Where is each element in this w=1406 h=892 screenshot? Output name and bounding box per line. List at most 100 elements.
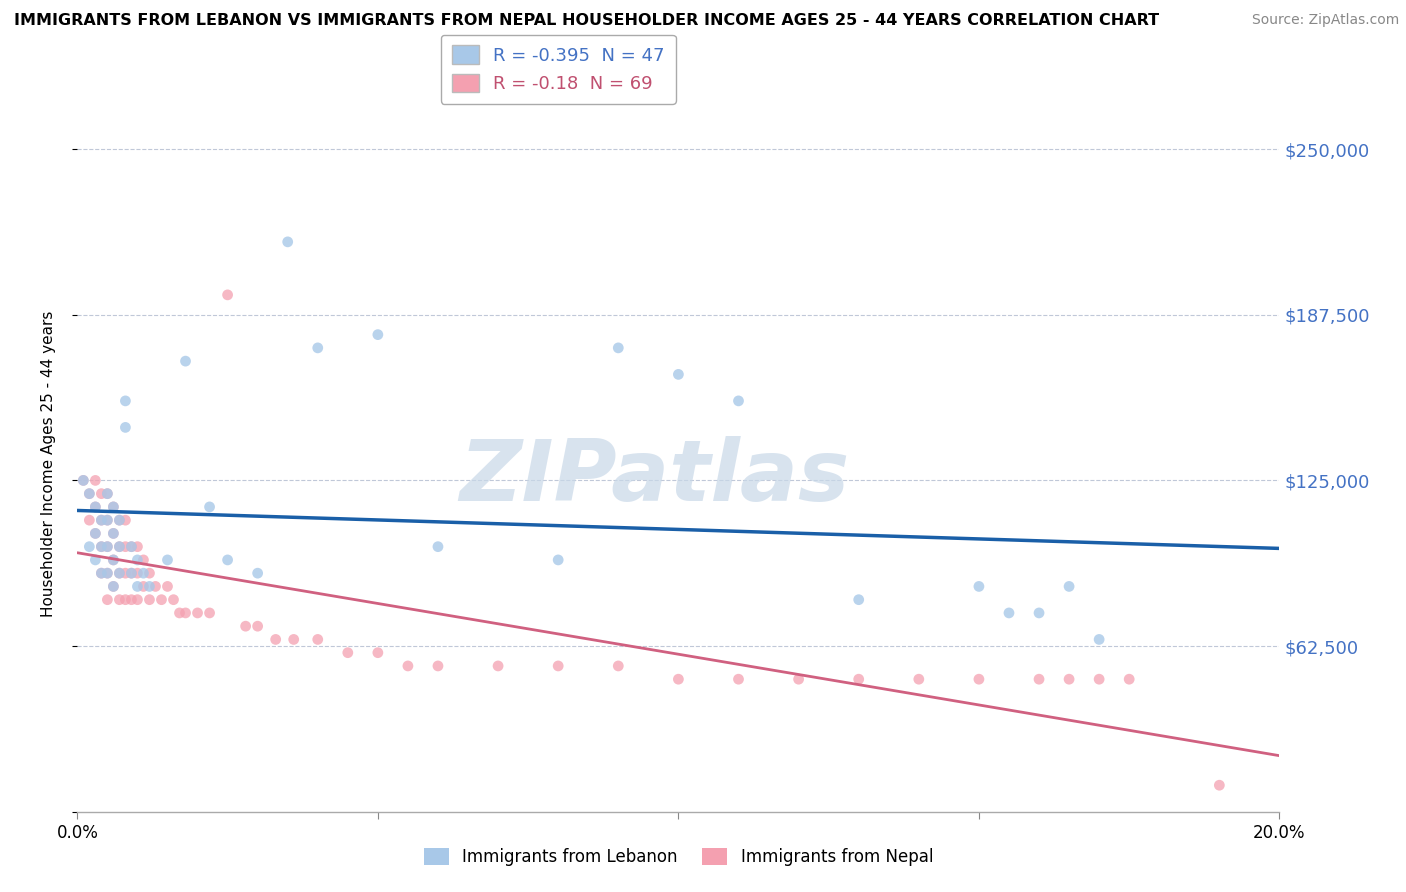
Point: [90, 540, 112, 554]
Point: [848, 672, 870, 686]
Point: [114, 420, 136, 434]
Point: [264, 632, 287, 647]
Point: [427, 540, 450, 554]
Legend: Immigrants from Lebanon, Immigrants from Nepal: Immigrants from Lebanon, Immigrants from…: [418, 841, 939, 873]
Point: [132, 553, 155, 567]
Point: [668, 368, 690, 382]
Point: [96, 540, 118, 554]
Point: [150, 592, 173, 607]
Point: [1118, 672, 1140, 686]
Point: [132, 579, 155, 593]
Point: [90, 566, 112, 581]
Point: [108, 566, 131, 581]
Point: [138, 579, 160, 593]
Point: [336, 646, 359, 660]
Point: [96, 566, 118, 581]
Point: [127, 566, 149, 581]
Point: [103, 579, 125, 593]
Point: [908, 672, 931, 686]
Point: [486, 659, 509, 673]
Point: [108, 540, 131, 554]
Point: [132, 566, 155, 581]
Point: [998, 606, 1021, 620]
Y-axis label: Householder Income Ages 25 - 44 years: Householder Income Ages 25 - 44 years: [42, 310, 56, 617]
Point: [72, 474, 94, 488]
Point: [367, 327, 389, 342]
Point: [120, 566, 142, 581]
Point: [1208, 778, 1230, 792]
Point: [162, 592, 184, 607]
Point: [1088, 632, 1111, 647]
Point: [138, 566, 160, 581]
Point: [283, 632, 305, 647]
Point: [108, 566, 131, 581]
Point: [174, 354, 197, 368]
Point: [174, 606, 197, 620]
Point: [84, 526, 107, 541]
Point: [79, 513, 101, 527]
Point: [1088, 672, 1111, 686]
Point: [114, 592, 136, 607]
Point: [198, 606, 221, 620]
Point: [108, 513, 131, 527]
Point: [114, 540, 136, 554]
Point: [90, 513, 112, 527]
Point: [127, 553, 149, 567]
Point: [79, 486, 101, 500]
Point: [84, 474, 107, 488]
Point: [198, 500, 221, 514]
Point: [90, 540, 112, 554]
Point: [79, 486, 101, 500]
Point: [967, 579, 990, 593]
Point: [427, 659, 450, 673]
Point: [607, 341, 630, 355]
Point: [90, 486, 112, 500]
Point: [1057, 579, 1080, 593]
Point: [127, 592, 149, 607]
Point: [96, 486, 118, 500]
Point: [367, 646, 389, 660]
Point: [396, 659, 419, 673]
Point: [127, 540, 149, 554]
Point: [1057, 672, 1080, 686]
Point: [156, 579, 179, 593]
Point: [96, 486, 118, 500]
Point: [114, 513, 136, 527]
Point: [108, 540, 131, 554]
Point: [120, 540, 142, 554]
Point: [103, 553, 125, 567]
Point: [169, 606, 191, 620]
Point: [103, 526, 125, 541]
Point: [103, 553, 125, 567]
Point: [114, 393, 136, 408]
Point: [120, 566, 142, 581]
Point: [277, 235, 299, 249]
Point: [246, 566, 269, 581]
Point: [108, 592, 131, 607]
Point: [79, 540, 101, 554]
Point: [307, 632, 329, 647]
Point: [103, 579, 125, 593]
Point: [96, 540, 118, 554]
Point: [120, 540, 142, 554]
Point: [103, 526, 125, 541]
Point: [967, 672, 990, 686]
Point: [114, 566, 136, 581]
Point: [127, 579, 149, 593]
Point: [1028, 606, 1050, 620]
Point: [848, 592, 870, 607]
Point: [138, 592, 160, 607]
Point: [84, 500, 107, 514]
Point: [96, 592, 118, 607]
Point: [72, 474, 94, 488]
Point: [217, 553, 239, 567]
Point: [90, 566, 112, 581]
Text: IMMIGRANTS FROM LEBANON VS IMMIGRANTS FROM NEPAL HOUSEHOLDER INCOME AGES 25 - 44: IMMIGRANTS FROM LEBANON VS IMMIGRANTS FR…: [14, 13, 1159, 29]
Point: [727, 393, 749, 408]
Point: [235, 619, 257, 633]
Point: [307, 341, 329, 355]
Point: [156, 553, 179, 567]
Point: [217, 288, 239, 302]
Point: [187, 606, 209, 620]
Point: [84, 553, 107, 567]
